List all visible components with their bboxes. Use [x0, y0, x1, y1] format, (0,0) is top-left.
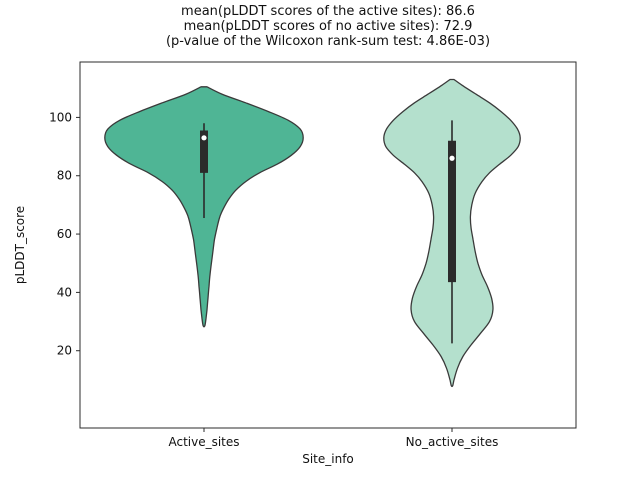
y-tick-label: 40	[57, 285, 72, 299]
y-tick-label: 80	[57, 169, 72, 183]
chart-title-line-2: mean(pLDDT scores of no active sites): 7…	[184, 19, 473, 34]
y-tick-label: 60	[57, 227, 72, 241]
y-tick-label: 100	[49, 110, 72, 124]
x-tick-label: No_active_sites	[406, 435, 499, 449]
chart-title-line-3: (p-value of the Wilcoxon rank-sum test: …	[166, 34, 490, 49]
y-tick-label: 20	[57, 344, 72, 358]
axes-spines	[79, 61, 577, 429]
chart-title-line-1: mean(pLDDT scores of the active sites): …	[181, 4, 475, 19]
axis-ticks-group: 20 40 60 80 100 Active_sites No_active_sites	[49, 110, 498, 449]
violin-active_sites	[104, 86, 304, 328]
median-dot	[449, 155, 455, 161]
y-axis-label: pLDDT_score	[13, 206, 27, 284]
median-dot	[201, 135, 207, 141]
violins-group	[104, 78, 521, 388]
x-axis-label: Site_info	[302, 452, 354, 466]
x-tick-label: Active_sites	[168, 435, 239, 449]
violin-no_active_sites	[383, 78, 521, 388]
